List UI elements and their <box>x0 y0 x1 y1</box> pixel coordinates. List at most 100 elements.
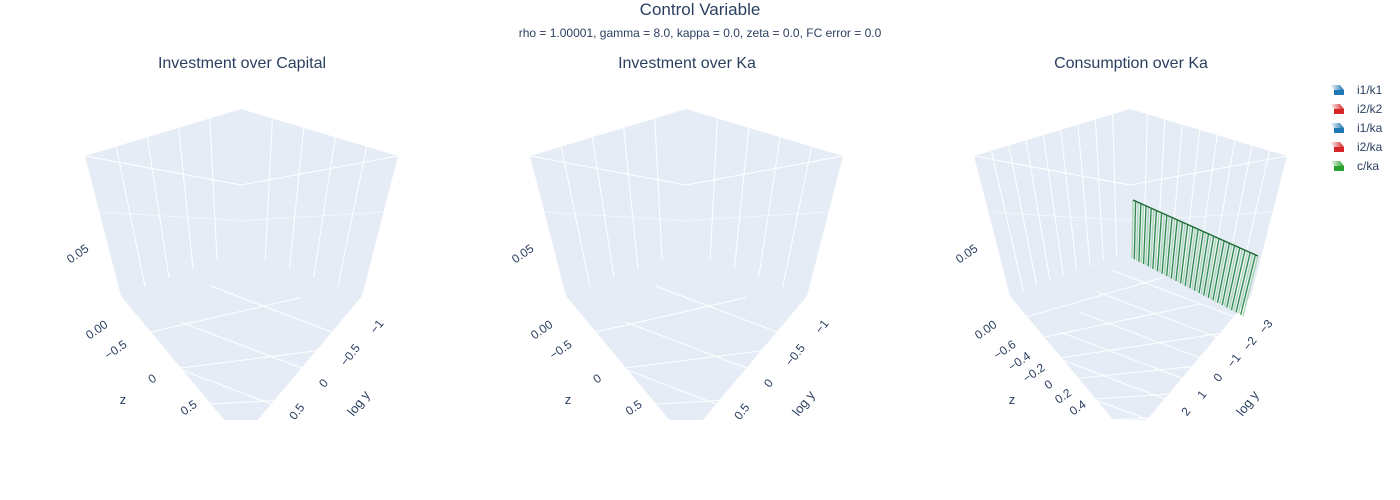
swatch-shape <box>1330 122 1344 128</box>
surface-line <box>1163 216 1171 275</box>
x-axis-title: z <box>120 392 127 407</box>
surface-line <box>1182 225 1191 285</box>
floor <box>121 250 362 420</box>
gridline <box>1094 119 1104 261</box>
surface-line <box>1140 204 1145 263</box>
gridline <box>1095 385 1303 400</box>
gridline <box>591 137 615 278</box>
surface-line <box>1131 199 1134 259</box>
legend-item-i1-ka[interactable]: i1/ka <box>1328 118 1382 137</box>
gridline <box>595 297 747 333</box>
gridline <box>178 127 194 269</box>
floor <box>1010 250 1251 420</box>
surface-line <box>1196 232 1207 292</box>
gridline <box>210 392 422 405</box>
surface-line <box>1135 202 1139 261</box>
surface-line <box>1200 234 1212 295</box>
gridline <box>1061 330 1234 359</box>
y-tick-label: 1 <box>1194 387 1209 401</box>
surface-line <box>1203 236 1215 296</box>
scene-panel-1[interactable]: 0.000.05−0.500.5z−1−0.500.5 log y <box>64 109 422 440</box>
surface-line <box>1223 246 1238 307</box>
legend-label-i1-k1: i1/k1 <box>1357 82 1383 97</box>
y-tick-label: 0 <box>1210 370 1225 384</box>
legend-label-c-ka: c/ka <box>1357 158 1380 173</box>
gridline <box>337 146 368 287</box>
surface-line <box>1161 215 1168 274</box>
surface-c-ka[interactable] <box>1131 199 1259 317</box>
gridline <box>1112 412 1337 420</box>
surface-line <box>1184 226 1194 286</box>
x-tick-label: −0.5 <box>102 337 130 362</box>
gridline <box>625 321 747 369</box>
legend-label-i2-k2: i2/k2 <box>1357 101 1383 116</box>
gridline <box>150 297 302 333</box>
y-axis-title: log y <box>1233 387 1262 418</box>
legend-swatch-c-ka <box>1330 160 1344 171</box>
surface-line <box>1240 254 1257 315</box>
panel-title-investment-capital: Investment over Capital <box>157 55 327 72</box>
gridline <box>1027 276 1165 318</box>
x-tick-label: 0.5 <box>623 397 645 418</box>
x-tick-label: 0 <box>590 371 604 386</box>
surface-line <box>1179 224 1189 284</box>
swatch-shape <box>1330 160 1344 166</box>
surface-line <box>1230 250 1246 311</box>
left-wall <box>85 109 241 296</box>
gridline <box>1077 124 1091 266</box>
legend-item-i1-k1[interactable]: i1/k1 <box>1328 80 1382 99</box>
gridline <box>1025 140 1051 281</box>
gridline <box>1078 358 1268 379</box>
gridline <box>1026 372 1148 420</box>
scene-panel-2[interactable]: 0.000.05−0.500.5z−1−0.500.5 log y <box>509 109 867 440</box>
surface-line <box>1228 248 1244 309</box>
gridline <box>782 146 813 287</box>
gridline <box>709 118 718 260</box>
z-tick-label: 0.05 <box>953 241 980 266</box>
y-axis-title: log y <box>789 387 818 418</box>
gridline <box>1095 290 1217 338</box>
gridline <box>1008 145 1038 286</box>
left-wall <box>530 109 686 296</box>
x-tick-label: −0.5 <box>547 337 575 362</box>
swatch-shape <box>1334 89 1344 95</box>
gridline <box>1112 114 1118 256</box>
x-tick-label: 0.4 <box>1067 397 1089 418</box>
y-tick-label: 0.5 <box>731 400 753 422</box>
surface-line <box>1214 241 1228 302</box>
surface-line <box>1159 213 1165 273</box>
y-tick-label: 0 <box>316 376 331 390</box>
y-tick-label: −1 <box>1224 351 1244 371</box>
gridline <box>595 357 717 405</box>
legend-item-i2-ka[interactable]: i2/ka <box>1328 137 1382 156</box>
gridline <box>1210 140 1236 281</box>
surface-line <box>1145 206 1150 266</box>
gridline <box>758 137 781 278</box>
surface-line <box>1207 238 1220 298</box>
z-tick-label: 0.00 <box>83 317 110 342</box>
surface-line <box>1172 220 1181 280</box>
gridline <box>1060 331 1183 379</box>
gridline <box>560 146 591 287</box>
legend-item-i2-k2[interactable]: i2/k2 <box>1328 99 1382 118</box>
surface-edge <box>1132 199 1259 257</box>
legend-swatch-i1-ka <box>1330 122 1344 133</box>
surface-line <box>1152 210 1158 269</box>
surface-line <box>1175 222 1184 282</box>
y-axis-title: log y <box>344 387 373 418</box>
gridline <box>1043 352 1165 400</box>
surface-line <box>1168 218 1176 278</box>
surface-line <box>1186 227 1197 288</box>
legend-item-c-ka[interactable]: c/ka <box>1328 156 1382 175</box>
x-tick-label: 0.5 <box>178 397 200 418</box>
gridline <box>990 150 1024 292</box>
y-tick-label: −1 <box>812 317 832 337</box>
figure-title: Control Variable <box>639 0 761 19</box>
surface-line <box>1216 243 1230 303</box>
surface-line <box>1189 229 1199 289</box>
surface-line <box>1191 230 1202 290</box>
gridline <box>544 211 829 222</box>
surface-line <box>1221 245 1236 306</box>
